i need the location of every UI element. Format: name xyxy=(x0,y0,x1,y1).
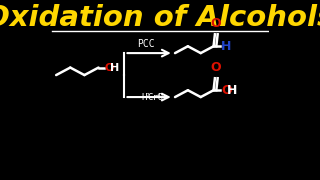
Text: Oxidation of Alcohols: Oxidation of Alcohols xyxy=(0,4,320,32)
Text: H: H xyxy=(227,84,237,97)
Text: 4: 4 xyxy=(156,93,160,98)
Text: O: O xyxy=(210,61,221,74)
Text: H: H xyxy=(141,93,147,102)
Text: 2: 2 xyxy=(145,93,149,98)
Text: O: O xyxy=(210,17,221,30)
Text: O: O xyxy=(105,63,114,73)
Text: PCC: PCC xyxy=(138,39,155,49)
Text: O: O xyxy=(221,84,232,97)
Text: CrO: CrO xyxy=(147,93,163,102)
Text: H: H xyxy=(221,40,231,53)
Text: H: H xyxy=(110,63,119,73)
